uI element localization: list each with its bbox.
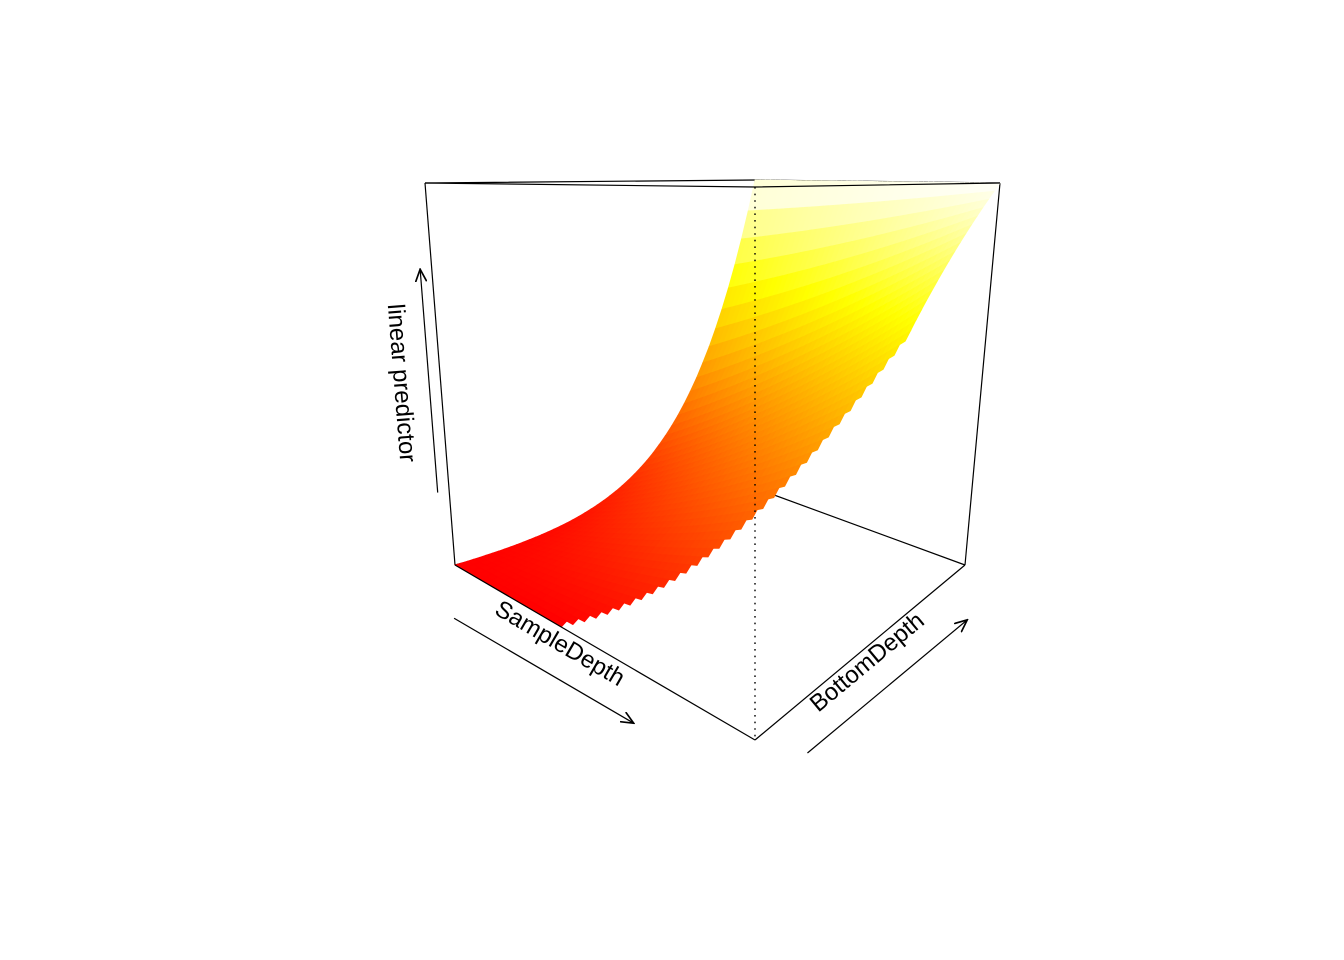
x-axis-arrow <box>453 617 634 723</box>
box-right-vertical-edge <box>964 182 1001 566</box>
surface-facet <box>843 399 857 415</box>
z-axis-label: linear predictor <box>382 303 421 463</box>
surface-facet <box>679 563 692 574</box>
y-axis: BottomDepth <box>805 607 968 754</box>
surface-facet <box>600 604 614 615</box>
surface-facet <box>876 357 890 374</box>
surface-facet <box>810 438 824 453</box>
surface-facet <box>898 329 912 346</box>
surface-facet <box>756 498 769 511</box>
box-bottom-front-right-edge <box>754 564 966 741</box>
z-axis-arrow <box>420 269 439 493</box>
box-left-vertical-edge <box>424 182 456 566</box>
surface-facet <box>723 529 737 540</box>
surface-facet <box>657 578 670 588</box>
y-axis-label: BottomDepth <box>805 607 930 717</box>
box-bottom-front-left-edge <box>454 564 756 741</box>
surface-facet <box>690 556 703 566</box>
z-axis: linear predictor <box>382 269 439 493</box>
surface-facet <box>789 463 802 477</box>
surface-mesh <box>453 179 1001 628</box>
box-bottom-back-right-edge <box>754 487 966 566</box>
surface-facet <box>646 584 659 595</box>
surface-facet <box>566 614 579 626</box>
y-axis-arrow <box>807 620 967 754</box>
